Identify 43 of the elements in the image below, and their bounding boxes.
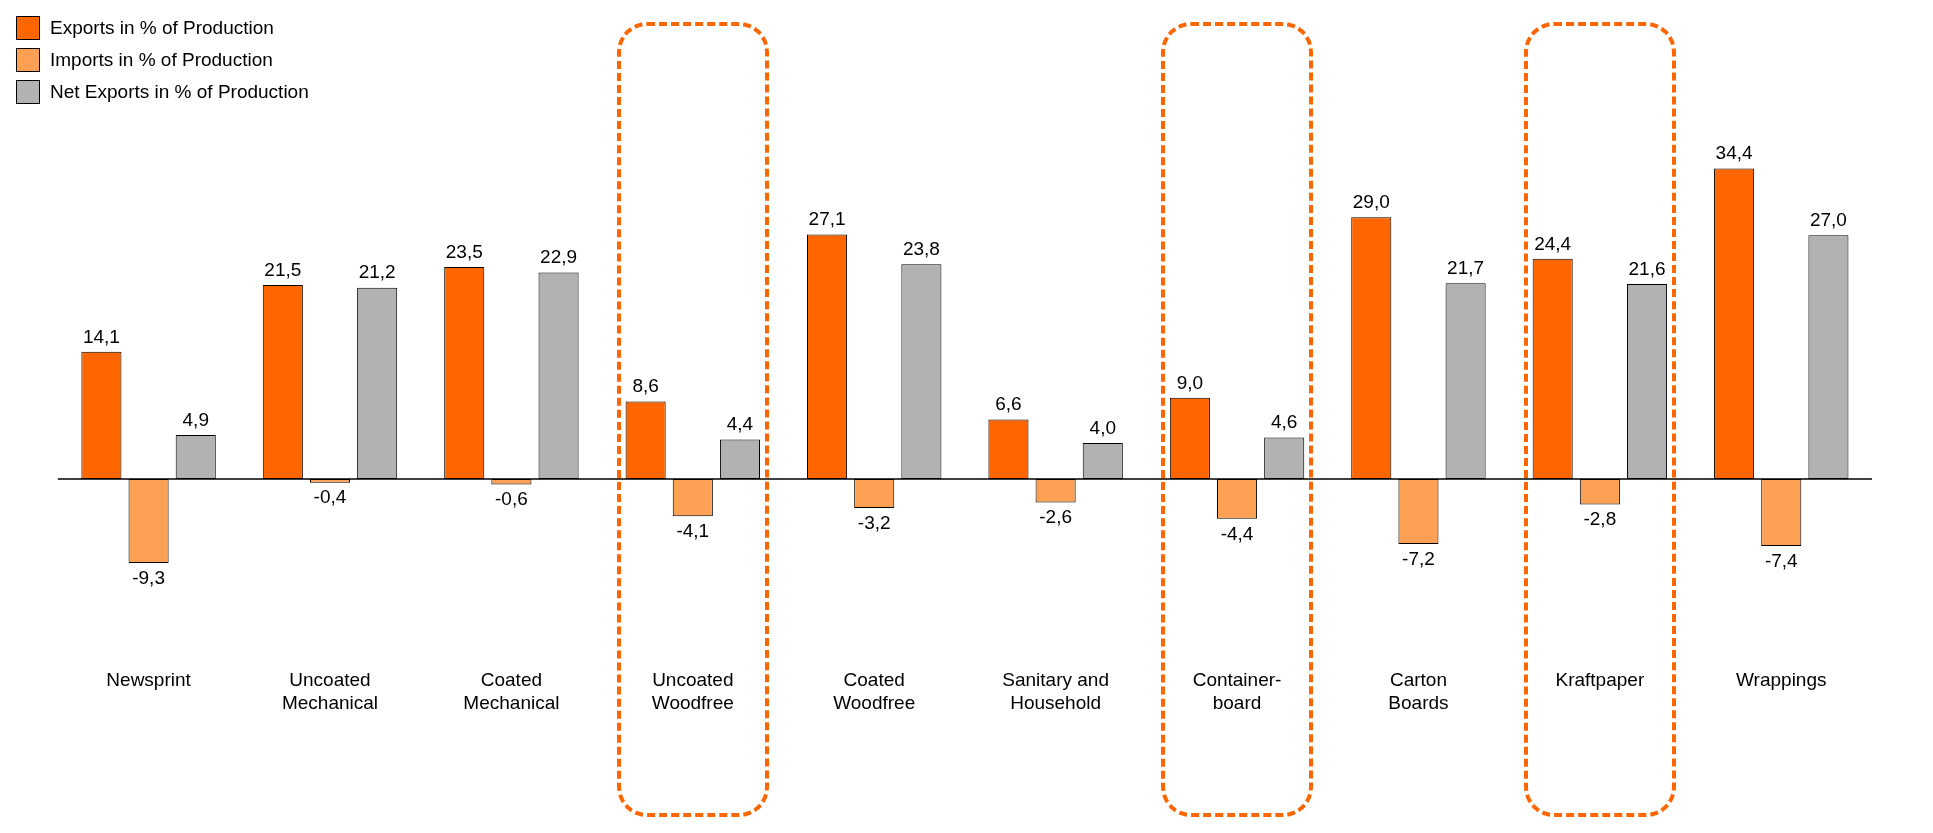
- data-label: 29,0: [1352, 191, 1390, 213]
- data-label: 14,1: [82, 325, 120, 347]
- x-tick-label: Coated Woodfree: [833, 669, 916, 713]
- data-label: 21,6: [1628, 257, 1666, 279]
- data-label: 21,7: [1447, 256, 1485, 278]
- x-tick-label: Wrappings: [1736, 669, 1827, 691]
- data-label: -3,2: [857, 511, 891, 533]
- data-label: -9,3: [132, 566, 165, 588]
- data-label: -2,8: [1583, 508, 1617, 530]
- x-tick-label: Coated Mechanical: [463, 669, 560, 713]
- legend-label: Imports in % of Production: [50, 49, 273, 71]
- data-label: 27,1: [808, 208, 846, 230]
- legend-label: Net Exports in % of Production: [50, 81, 309, 103]
- data-label: 23,5: [445, 240, 483, 262]
- data-label: -7,2: [1402, 547, 1435, 569]
- data-label: 22,9: [540, 246, 578, 268]
- data-label: 24,4: [1534, 232, 1572, 254]
- data-label: 21,5: [264, 258, 302, 280]
- x-tick-label: Uncoated Mechanical: [281, 669, 379, 713]
- data-label: 6,6: [995, 393, 1022, 415]
- x-tick-label: Carton Boards: [1388, 669, 1449, 713]
- x-tick-label: Newsprint: [106, 669, 192, 691]
- x-tick-label: Sanitary and Household: [1002, 669, 1109, 713]
- data-label: 4,6: [1270, 411, 1298, 433]
- data-label: -4,4: [1220, 522, 1254, 544]
- x-tick-label: Kraftpaper: [1555, 669, 1645, 691]
- data-label: 4,9: [182, 408, 209, 430]
- data-label: -2,6: [1039, 506, 1072, 528]
- legend-label: Exports in % of Production: [50, 17, 274, 39]
- data-label: 34,4: [1715, 142, 1754, 164]
- x-tick-label: Container-board: [1192, 669, 1282, 713]
- data-label: -4,1: [676, 519, 710, 541]
- data-label: 4,4: [726, 413, 754, 435]
- data-label: 27,0: [1809, 209, 1847, 231]
- data-label: 9,0: [1176, 371, 1204, 393]
- data-label: 4,0: [1089, 416, 1116, 438]
- data-label: 8,6: [632, 375, 659, 397]
- data-label: -0,6: [495, 488, 528, 510]
- data-label: 23,8: [902, 237, 940, 259]
- data-label: -7,4: [1764, 549, 1799, 571]
- data-label: -0,4: [313, 486, 347, 508]
- data-label: 21,2: [358, 261, 396, 283]
- x-tick-label: Uncoated Woodfree: [651, 669, 734, 713]
